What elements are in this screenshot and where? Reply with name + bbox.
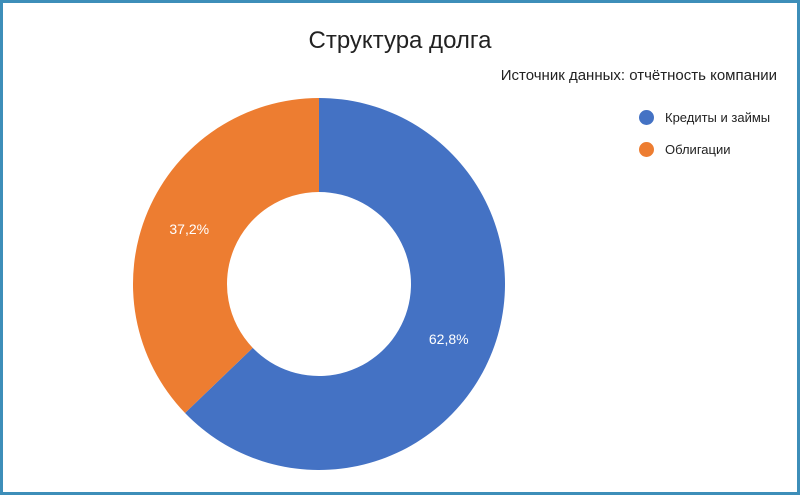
legend-swatch bbox=[639, 109, 654, 125]
chart-title: Структура долга bbox=[308, 27, 492, 54]
chart-subtitle: Источник данных: отчётность компании bbox=[500, 67, 777, 84]
legend-item: Кредиты и займы bbox=[639, 101, 770, 133]
legend-swatch bbox=[639, 141, 654, 157]
legend-label: Кредиты и займы bbox=[665, 109, 771, 125]
legend: Кредиты и займы Облигации bbox=[639, 101, 770, 165]
legend-item: Облигации bbox=[639, 133, 770, 165]
donut-chart: 62,8% 37,2% bbox=[133, 98, 505, 470]
slice-value-label: 62,8% bbox=[429, 331, 469, 347]
donut-slice bbox=[133, 98, 319, 414]
slice-value-label: 37,2% bbox=[169, 221, 209, 237]
legend-label: Облигации bbox=[665, 141, 731, 157]
donut-slice bbox=[185, 98, 505, 470]
